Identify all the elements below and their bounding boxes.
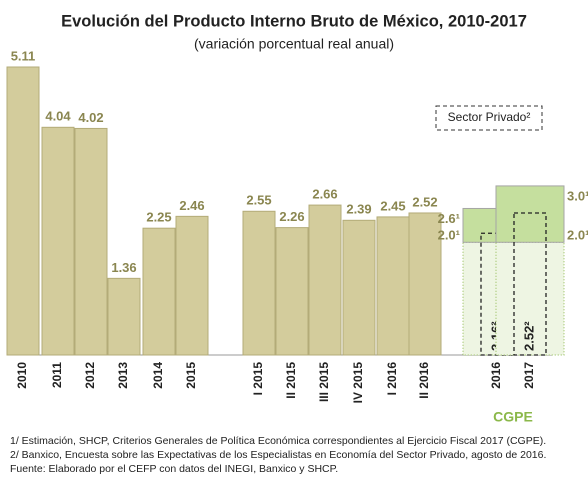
- bar: [342, 219, 376, 356]
- x-tick-label: IV 2015: [351, 362, 365, 404]
- bar: [6, 66, 40, 356]
- value-label: 1.36: [111, 260, 136, 275]
- x-tick-label: 2010: [15, 362, 29, 389]
- x-tick-label: 2015: [184, 362, 198, 389]
- bar: [376, 216, 410, 356]
- x-tick-label: 2011: [50, 362, 64, 388]
- bar: [275, 227, 309, 356]
- x-tick-label: I 2016: [385, 362, 399, 396]
- value-label: 4.02: [78, 110, 103, 125]
- legend-box: [435, 105, 543, 131]
- value-label: 4.04: [45, 109, 71, 124]
- forecast-base: [495, 241, 565, 356]
- value-label: 2.46: [179, 198, 204, 213]
- value-label: 2.25: [146, 210, 171, 225]
- value-label: 2.66: [312, 187, 337, 202]
- chart-subtitle: (variación porcentual real anual): [194, 36, 394, 52]
- private-sector-bar: [513, 212, 547, 356]
- chart-title: Evolución del Producto Interno Bruto de …: [61, 12, 527, 30]
- x-tick-label: 2017: [522, 362, 536, 389]
- forecast-low-label: 2.0¹: [438, 228, 460, 243]
- forecast-high-label: 3.0¹: [567, 188, 588, 203]
- value-label: 2.26: [279, 209, 304, 224]
- x-tick-label: 2016: [489, 362, 503, 389]
- forecast-label: CGPE: [493, 409, 533, 425]
- x-tick-label: II 2015: [284, 362, 298, 399]
- x-tick-label: 2012: [83, 362, 97, 389]
- bar: [242, 210, 276, 356]
- private-sector-label: 2.52²: [521, 321, 536, 351]
- forecast-range: [495, 185, 565, 243]
- bar: [308, 204, 342, 356]
- bar: [41, 126, 75, 356]
- x-tick-label: I 2015: [251, 362, 265, 396]
- bar: [175, 215, 209, 356]
- bar: [142, 227, 176, 356]
- legend-label: Sector Privado²: [448, 110, 531, 124]
- x-tick-label: 2013: [116, 362, 130, 389]
- footnote: 2/ Banxico, Encuesta sobre las Expectati…: [10, 449, 546, 461]
- bar: [74, 127, 108, 356]
- value-label: 2.39: [346, 202, 371, 217]
- value-label: 2.52: [412, 194, 437, 209]
- value-label: 2.45: [380, 198, 405, 213]
- footnote: Fuente: Elaborado por el CEFP con datos …: [10, 463, 338, 475]
- value-label: 5.11: [11, 48, 36, 63]
- forecast-high-label: 2.6¹: [438, 211, 460, 226]
- x-tick-label: II 2016: [417, 362, 431, 399]
- value-label: 2.55: [246, 193, 271, 208]
- x-tick-label: III 2015: [317, 362, 331, 402]
- x-tick-label: 2014: [151, 362, 165, 389]
- forecast-low-label: 2.0¹: [567, 228, 588, 243]
- footnote: 1/ Estimación, SHCP, Criterios Generales…: [10, 435, 546, 447]
- bar: [408, 212, 442, 356]
- bar: [107, 277, 141, 356]
